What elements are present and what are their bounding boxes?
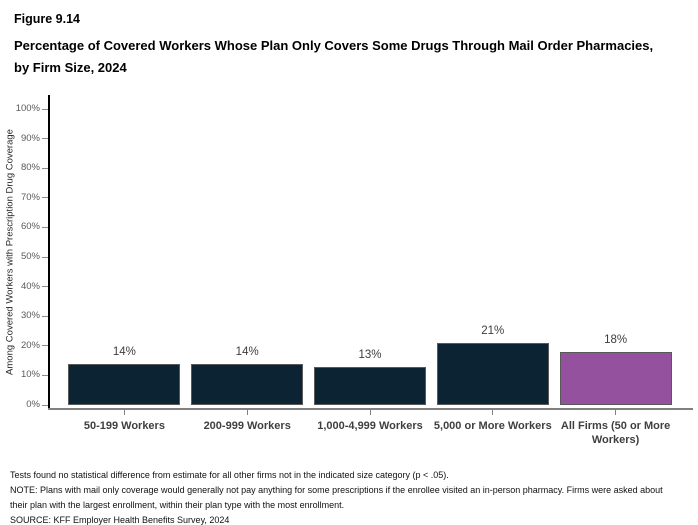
footnote-note: NOTE: Plans with mail only coverage woul… [10, 485, 663, 510]
y-tick-mark [42, 197, 48, 199]
bar [68, 363, 181, 405]
y-tick-label: 60% [20, 221, 40, 233]
y-tick-label: 30% [20, 310, 40, 322]
x-tick-mark [615, 410, 617, 415]
y-tick-mark [42, 345, 48, 347]
y-tick-label: 0% [26, 399, 40, 410]
bar-value-label: 14% [112, 345, 136, 358]
bar-chart: 0% 10% 20% 30% 40% 50% 60% 70% 80% 90% 100% 14% 14%… [0, 95, 698, 455]
y-tick-label: 10% [20, 369, 40, 381]
y-tick-label: 50% [20, 251, 40, 262]
y-tick-mark [42, 226, 48, 228]
y-tick-mark [42, 315, 48, 317]
x-tick-mark [123, 410, 125, 415]
y-tick-label: 20% [20, 339, 40, 351]
y-tick-mark [42, 374, 48, 376]
bar-value-label: 21% [481, 324, 505, 337]
x-category-label: 50-199 Workers [83, 420, 165, 432]
footnote-tests: Tests found no statistical difference fr… [10, 470, 449, 480]
x-axis-line [48, 408, 693, 410]
figure-title: Percentage of Covered Workers Whose Plan… [14, 38, 654, 75]
bar [559, 351, 672, 405]
bars-area: 14% 14% 13% 21% 18% [63, 95, 677, 405]
bar [191, 363, 304, 405]
bar-value-label: 14% [235, 345, 259, 358]
x-category-label: 1,000-4,999 Workers [317, 420, 423, 432]
bar [436, 342, 549, 405]
x-tick-mark [369, 410, 371, 415]
y-tick-mark [42, 167, 48, 169]
footnotes: Tests found no statistical difference fr… [10, 468, 678, 525]
y-tick-label: 100% [15, 103, 40, 114]
x-category-label: 5,000 or More Workers [433, 420, 552, 432]
figure-number: Figure 9.14 [14, 12, 80, 26]
y-tick-mark [42, 256, 48, 258]
bar [314, 366, 426, 405]
y-tick-label: 40% [20, 280, 40, 292]
bar-value-label: 18% [604, 333, 628, 346]
y-tick-label: 90% [20, 132, 40, 144]
figure-header: Figure 9.14 Percentage of Covered Worker… [14, 12, 684, 79]
y-tick-label: 80% [20, 162, 40, 174]
y-tick-mark [42, 108, 48, 110]
y-tick-mark [42, 138, 48, 140]
y-tick-mark [42, 404, 48, 406]
footnote-source: SOURCE: KFF Employer Health Benefits Sur… [10, 515, 230, 525]
y-tick-mark [42, 286, 48, 288]
y-axis-line [48, 95, 50, 410]
x-category-label: All Firms (50 or More Workers) [560, 420, 671, 446]
x-tick-mark [246, 410, 248, 415]
x-category-label: 200-999 Workers [203, 420, 291, 432]
bar-value-label: 13% [358, 348, 382, 361]
y-tick-label: 70% [20, 191, 40, 203]
x-tick-mark [492, 410, 494, 415]
